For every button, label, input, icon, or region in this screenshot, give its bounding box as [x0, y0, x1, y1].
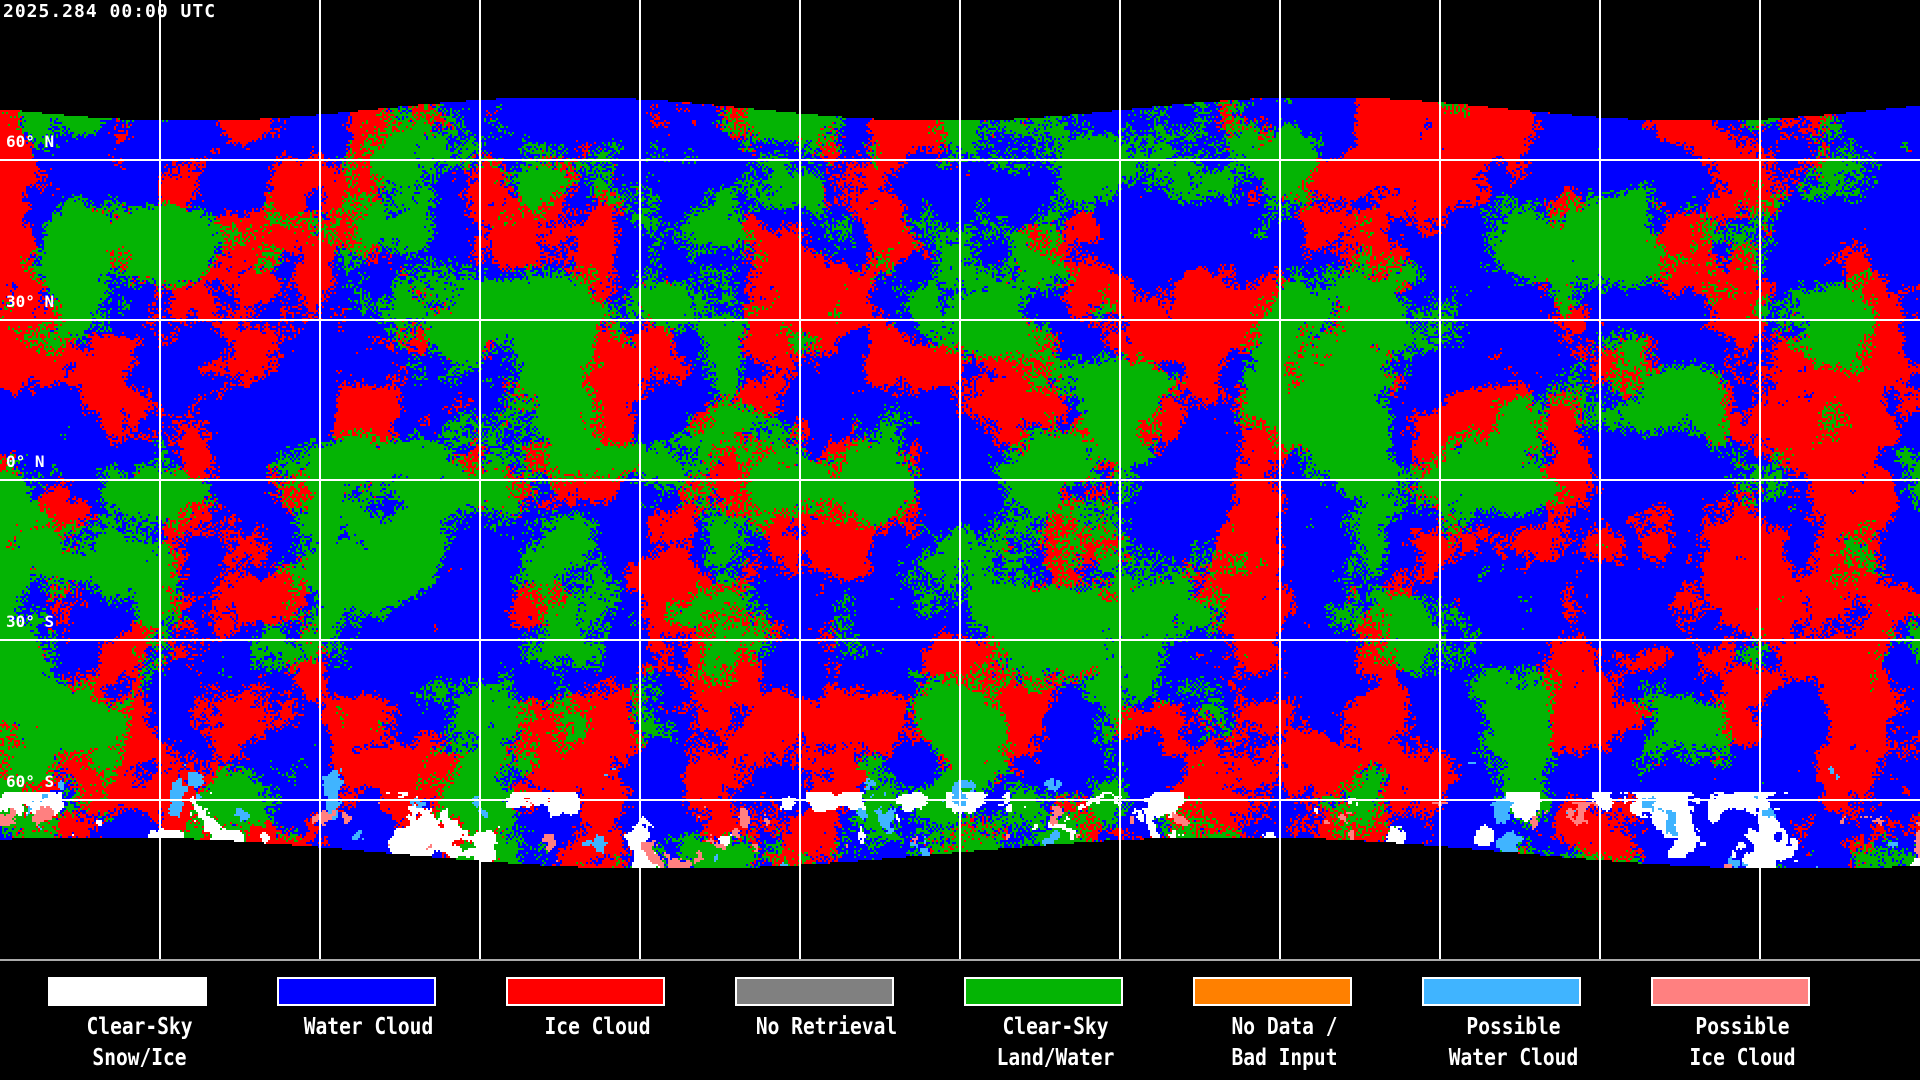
- parallel-line: [0, 159, 1920, 161]
- legend-label-line2: Snow/Ice: [92, 1045, 187, 1071]
- parallel-line: [0, 639, 1920, 641]
- parallel-line: [0, 799, 1920, 801]
- legend-swatch: [47, 976, 208, 1007]
- legend-item-possible-ice-cloud: Possible Ice Cloud: [1628, 976, 1857, 1074]
- legend-swatch: [276, 976, 437, 1007]
- legend-label-line2: Ice Cloud: [1689, 1045, 1796, 1071]
- legend-label-line1: No Data /: [1231, 1014, 1338, 1040]
- timestamp-title: 2025.284 00:00 UTC: [3, 1, 217, 22]
- legend-swatch: [1650, 976, 1811, 1007]
- legend-item-clear-sky-snow-ice: Clear-Sky Snow/Ice: [25, 976, 254, 1074]
- legend-item-possible-water-cloud: Possible Water Cloud: [1399, 976, 1628, 1074]
- legend-item-no-data: No Data / Bad Input: [1170, 976, 1399, 1074]
- legend-label-line1: Water Cloud: [303, 1014, 434, 1040]
- parallel-line: [0, 319, 1920, 321]
- legend-label-line2: Bad Input: [1231, 1045, 1338, 1071]
- lat-label-60n: 60° N: [6, 132, 55, 151]
- lat-label-30n: 30° N: [6, 292, 55, 311]
- legend-item-water-cloud: Water Cloud: [254, 976, 483, 1043]
- legend-swatch: [963, 976, 1124, 1007]
- lat-label-30s: 30° S: [6, 612, 55, 631]
- legend-swatch: [1421, 976, 1582, 1007]
- parallel-line: [0, 479, 1920, 481]
- lat-label-0n: 0° N: [6, 452, 45, 471]
- lat-label-60s: 60° S: [6, 772, 55, 791]
- legend-item-clear-sky-land-water: Clear-Sky Land/Water: [941, 976, 1170, 1074]
- map-border: [0, 959, 1920, 961]
- legend-label-line1: Clear-Sky: [1002, 1014, 1109, 1040]
- legend: Clear-Sky Snow/Ice Water Cloud Ice Cloud…: [0, 961, 1920, 1080]
- legend-label-line1: Possible: [1695, 1014, 1790, 1040]
- legend-swatch: [505, 976, 666, 1007]
- legend-swatch: [1192, 976, 1353, 1007]
- legend-item-no-retrieval: No Retrieval: [712, 976, 941, 1043]
- legend-label-line2: Land/Water: [996, 1045, 1115, 1071]
- legend-swatch: [734, 976, 895, 1007]
- legend-label-line1: Ice Cloud: [544, 1014, 651, 1040]
- legend-label-line2: Water Cloud: [1448, 1045, 1579, 1071]
- cloud-phase-map: 60° N 30° N 0° N 30° S 60° S 2025.284 00…: [0, 0, 1920, 960]
- legend-item-ice-cloud: Ice Cloud: [483, 976, 712, 1043]
- legend-label-line1: No Retrieval: [755, 1014, 898, 1040]
- legend-label-line1: Possible: [1466, 1014, 1561, 1040]
- legend-label-line1: Clear-Sky: [86, 1014, 193, 1040]
